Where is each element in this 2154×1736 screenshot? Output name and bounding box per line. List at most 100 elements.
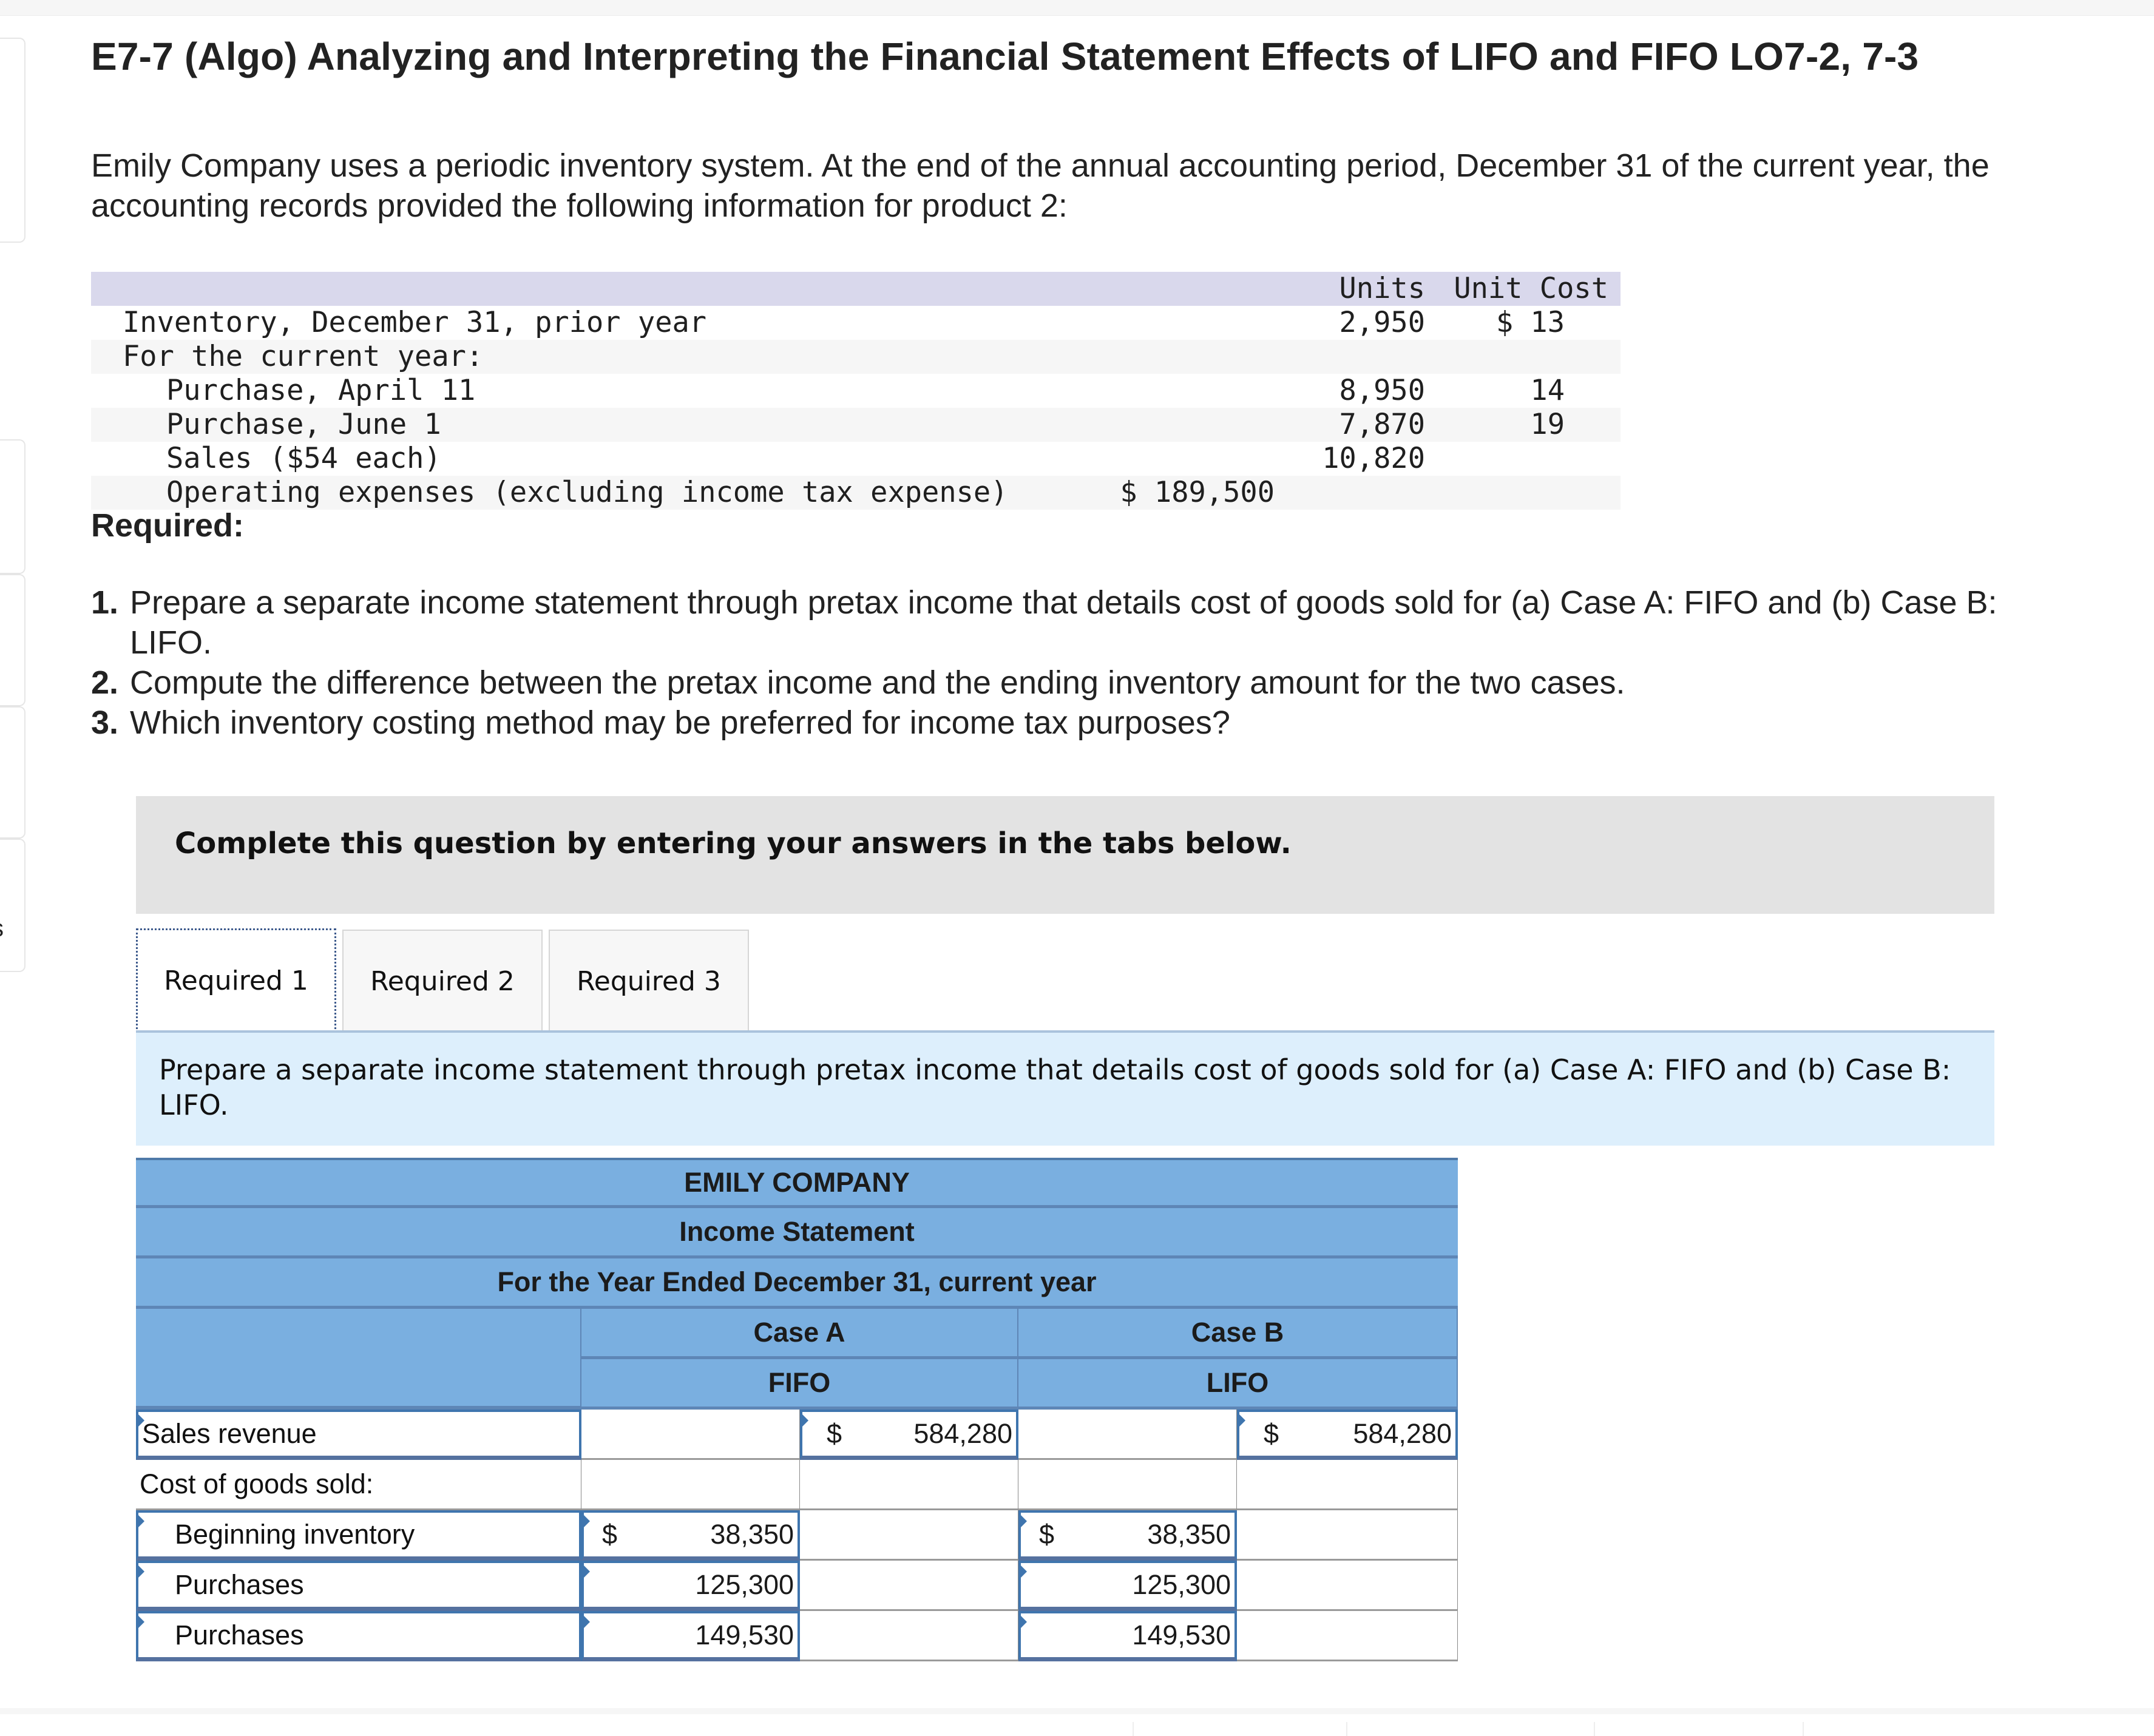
dollar-sign: $ xyxy=(602,1519,618,1550)
statement-company: EMILY COMPANY xyxy=(136,1158,1458,1208)
row-label: Cost of goods sold: xyxy=(140,1468,374,1499)
row-label: Purchase, April 11 xyxy=(166,374,476,407)
footer-divider xyxy=(1594,1722,1595,1736)
required-item: 3. Which inventory costing method may be… xyxy=(91,703,2088,743)
required-item: 2. Compute the difference between the pr… xyxy=(91,663,2088,703)
row-amount: $ 189,500 xyxy=(1120,476,1275,509)
empty-cell xyxy=(800,1510,1018,1561)
given-row: Inventory, December 31, prior year 2,950… xyxy=(91,306,1621,340)
case-b-header: Case B xyxy=(1018,1309,1458,1359)
row-label: For the current year: xyxy=(123,340,484,373)
required-heading: Required: xyxy=(91,507,245,544)
label-column-header xyxy=(136,1309,581,1410)
amount-value: 125,300 xyxy=(695,1569,794,1600)
case-b-sales-revenue-input[interactable]: $584,280 xyxy=(1237,1410,1458,1460)
row-label: Sales revenue xyxy=(142,1418,317,1449)
dollar-sign: $ xyxy=(827,1418,842,1449)
sidebar-panel-fragment[interactable] xyxy=(0,439,25,574)
case-a-purchases-input[interactable]: 149,530 xyxy=(581,1611,800,1661)
case-b-purchases-input[interactable]: 125,300 xyxy=(1018,1561,1237,1611)
case-a-inner-cell xyxy=(581,1410,800,1460)
row-units: 2,950 xyxy=(1339,306,1425,339)
statement-period: For the Year Ended December 31, current … xyxy=(136,1258,1458,1309)
required-item-number: 2. xyxy=(91,664,119,701)
footer-divider xyxy=(1346,1722,1347,1736)
amount-value: 584,280 xyxy=(913,1418,1012,1449)
given-row: Purchase, April 11 8,950 14 xyxy=(91,374,1621,408)
sales-revenue-label-field[interactable]: Sales revenue xyxy=(136,1410,581,1460)
amount-value: 584,280 xyxy=(1353,1418,1452,1449)
cogs-heading-cell: Cost of goods sold: xyxy=(136,1460,581,1510)
amount-value: 149,530 xyxy=(1132,1619,1231,1650)
sidebar-cut-glyph: s xyxy=(0,915,4,942)
statement-title: Income Statement xyxy=(136,1208,1458,1258)
amount-value: 125,300 xyxy=(1132,1569,1231,1600)
problem-intro: Emily Company uses a periodic inventory … xyxy=(91,147,1990,224)
lifo-header: LIFO xyxy=(1018,1359,1458,1410)
empty-cell xyxy=(1237,1510,1458,1561)
row-label: Purchases xyxy=(175,1619,304,1650)
instruction-text: Prepare a separate income statement thro… xyxy=(159,1053,1951,1121)
required-item-number: 3. xyxy=(91,704,119,741)
case-a-header: Case A xyxy=(581,1309,1018,1359)
case-a-beginning-inventory-input[interactable]: $38,350 xyxy=(581,1510,800,1561)
beginning-inventory-label-field[interactable]: Beginning inventory xyxy=(136,1510,581,1561)
given-row: Sales ($54 each) 10,820 xyxy=(91,442,1621,476)
empty-cell xyxy=(1018,1460,1237,1510)
sidebar-panel-fragment[interactable] xyxy=(0,38,25,243)
case-a-sales-revenue-input[interactable]: $584,280 xyxy=(800,1410,1018,1460)
given-data-table: Units Unit Cost Inventory, December 31, … xyxy=(91,272,1621,510)
statement-body: Sales revenue $584,280 $584,280 Cost of … xyxy=(136,1410,1458,1661)
row-label: Purchase, June 1 xyxy=(166,408,441,441)
row-units: 7,870 xyxy=(1339,408,1425,441)
given-row: For the current year: xyxy=(91,340,1621,374)
purchases-label-field[interactable]: Purchases xyxy=(136,1611,581,1661)
amount-value: 149,530 xyxy=(695,1619,794,1650)
empty-cell xyxy=(800,1460,1018,1510)
empty-cell xyxy=(800,1561,1018,1611)
amount-value: 38,350 xyxy=(1147,1519,1231,1550)
tab-required-2[interactable]: Required 2 xyxy=(342,930,543,1032)
empty-cell xyxy=(1237,1561,1458,1611)
empty-cell xyxy=(1237,1611,1458,1661)
amount-value: 38,350 xyxy=(710,1519,794,1550)
bottom-bar xyxy=(0,1708,2154,1714)
empty-cell xyxy=(1237,1460,1458,1510)
row-units: 10,820 xyxy=(1322,442,1425,475)
given-table-header: Units Unit Cost xyxy=(91,272,1621,306)
row-label: Sales ($54 each) xyxy=(166,442,441,475)
complete-question-text: Complete this question by entering your … xyxy=(175,826,1292,860)
required-item-text: Prepare a separate income statement thro… xyxy=(130,584,1997,661)
row-label: Purchases xyxy=(175,1569,304,1600)
unit-cost-header: Unit Cost xyxy=(1454,272,1608,305)
statement-column-headers: Case A Case B FIFO LIFO xyxy=(136,1309,1458,1410)
required-item-text: Compute the difference between the preta… xyxy=(130,664,1625,701)
required-item-text: Which inventory costing method may be pr… xyxy=(130,704,1230,741)
instruction-box: Prepare a separate income statement thro… xyxy=(136,1033,1994,1146)
row-label: Inventory, December 31, prior year xyxy=(123,306,707,339)
complete-question-banner: Complete this question by entering your … xyxy=(136,796,1994,914)
top-bar xyxy=(0,0,2154,16)
row-unit-cost: 19 xyxy=(1530,408,1565,441)
tab-required-1[interactable]: Required 1 xyxy=(136,928,336,1033)
dollar-sign: $ xyxy=(1039,1519,1055,1550)
case-a-purchases-input[interactable]: 125,300 xyxy=(581,1561,800,1611)
sidebar-panel-fragment[interactable] xyxy=(0,839,25,972)
row-label: Beginning inventory xyxy=(175,1519,415,1550)
sidebar-panel-fragment[interactable] xyxy=(0,706,25,839)
case-b-inner-cell xyxy=(1018,1410,1237,1460)
row-unit-cost: $ 13 xyxy=(1495,306,1565,339)
row-unit-cost: 14 xyxy=(1530,374,1565,407)
sidebar-panel-fragment[interactable] xyxy=(0,574,25,706)
footer-divider xyxy=(1133,1722,1134,1736)
tab-required-3[interactable]: Required 3 xyxy=(549,930,749,1032)
required-item: 1. Prepare a separate income statement t… xyxy=(91,583,2088,663)
purchases-label-field[interactable]: Purchases xyxy=(136,1561,581,1611)
empty-cell xyxy=(581,1460,800,1510)
footer-divider xyxy=(1803,1722,1804,1736)
case-b-purchases-input[interactable]: 149,530 xyxy=(1018,1611,1237,1661)
required-item-number: 1. xyxy=(91,584,119,621)
row-label: Operating expenses (excluding income tax… xyxy=(166,476,1008,509)
dollar-sign: $ xyxy=(1264,1418,1279,1449)
case-b-beginning-inventory-input[interactable]: $38,350 xyxy=(1018,1510,1237,1561)
